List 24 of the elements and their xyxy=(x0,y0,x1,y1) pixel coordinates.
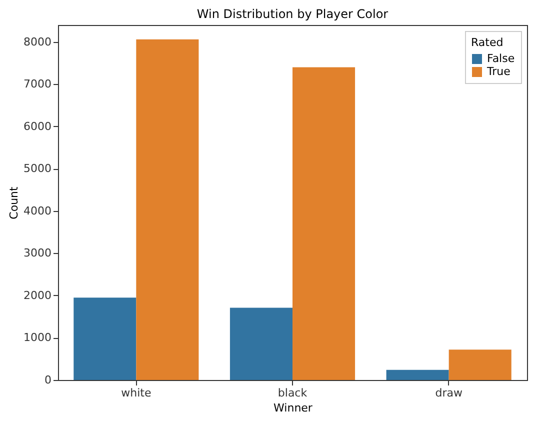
y-tick-label: 5000 xyxy=(24,162,52,176)
bar xyxy=(136,39,199,380)
x-tick-label: white xyxy=(121,386,152,400)
x-tick-label: black xyxy=(278,386,308,400)
bar xyxy=(292,67,356,380)
legend-label: True xyxy=(486,65,511,78)
y-tick-label: 4000 xyxy=(24,204,52,218)
legend-label: False xyxy=(487,52,515,65)
x-axis-title: Winner xyxy=(274,402,313,414)
bar xyxy=(448,350,512,380)
y-tick-label: 8000 xyxy=(24,35,52,48)
legend-title: Rated xyxy=(471,36,504,49)
x-tick-label: draw xyxy=(435,386,462,400)
y-tick-label: 6000 xyxy=(24,120,52,133)
bar xyxy=(230,308,292,380)
y-tick-label: 7000 xyxy=(24,78,52,91)
y-tick-label: 3000 xyxy=(24,246,52,260)
y-tick-label: 2000 xyxy=(24,288,52,302)
chart-title: Win Distribution by Player Color xyxy=(196,7,388,21)
bar xyxy=(386,370,449,380)
bar xyxy=(74,298,136,380)
y-tick-label: 1000 xyxy=(24,331,52,344)
y-tick-label: 0 xyxy=(44,374,52,386)
y-axis-title: Count xyxy=(8,186,21,220)
